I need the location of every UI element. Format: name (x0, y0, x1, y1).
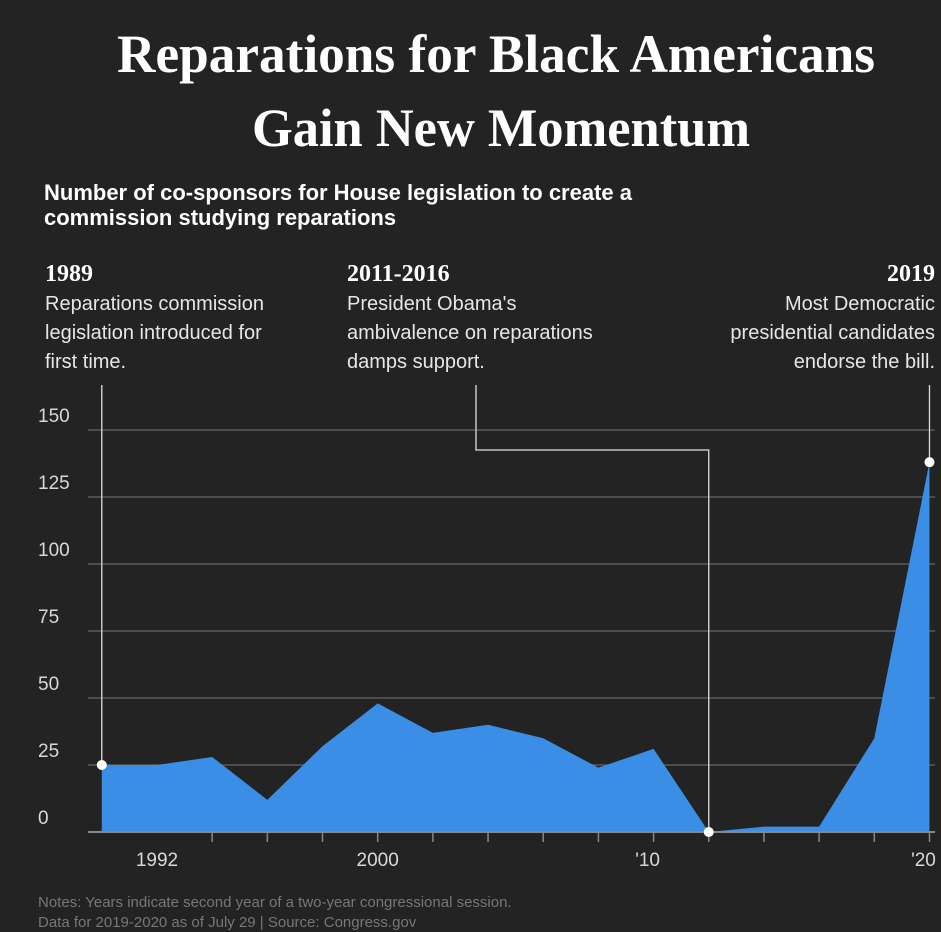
y-tick-label: 125 (38, 473, 70, 494)
y-tick-label: 0 (38, 808, 49, 829)
y-tick-label: 150 (38, 406, 70, 427)
leader-line (475, 385, 710, 832)
annotation-text: Reparations commission (45, 293, 264, 315)
y-tick-label: 100 (38, 540, 70, 561)
note: Notes: Years indicate second year of a t… (38, 894, 512, 911)
chart-title: Reparations for Black Americans (117, 24, 875, 84)
annotation-text: presidential candidates (730, 322, 935, 344)
x-tick-label: '10 (635, 850, 660, 871)
y-tick-label: 75 (38, 607, 59, 628)
annotation-text: legislation introduced for (45, 322, 262, 344)
annotation-text: damps support. (347, 351, 485, 373)
highlight-point (703, 827, 714, 837)
annotation-text: Most Democratic (785, 293, 935, 315)
subtitle: Number of co-sponsors for House legislat… (44, 180, 633, 205)
annotation-text: ambivalence on reparations (347, 322, 593, 344)
annotation-heading: 2019 (887, 261, 935, 287)
y-tick-label: 50 (38, 674, 59, 695)
highlight-point (924, 457, 935, 468)
area (101, 462, 930, 832)
subtitle: commission studying reparations (44, 205, 396, 230)
x-tick-label: 2000 (357, 850, 399, 871)
annotation-text: endorse the bill. (794, 351, 935, 373)
x-tick-label: '20 (911, 850, 936, 871)
x-tick-label: 1992 (136, 850, 178, 871)
y-tick-label: 25 (38, 741, 59, 762)
annotation-text: President Obama's (347, 293, 516, 315)
highlight-point (96, 760, 107, 770)
annotation-heading: 1989 (45, 261, 93, 287)
annotation-text: first time. (45, 351, 126, 373)
annotation-heading: 2011-2016 (347, 261, 450, 287)
note: Data for 2019-2020 as of July 29 | Sourc… (38, 914, 417, 931)
chart-title: Gain New Momentum (252, 98, 750, 158)
